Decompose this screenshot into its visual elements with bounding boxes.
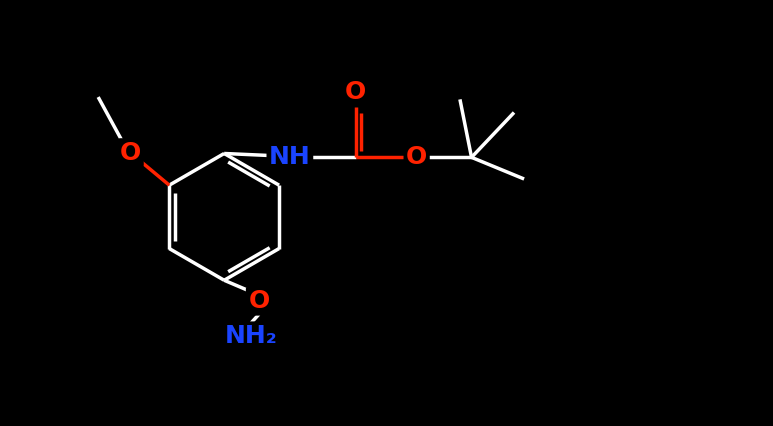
Text: O: O: [406, 145, 427, 170]
Text: O: O: [248, 289, 270, 313]
Text: NH: NH: [269, 145, 311, 170]
Text: O: O: [345, 80, 366, 104]
Text: O: O: [120, 141, 141, 165]
Text: NH₂: NH₂: [225, 324, 278, 348]
